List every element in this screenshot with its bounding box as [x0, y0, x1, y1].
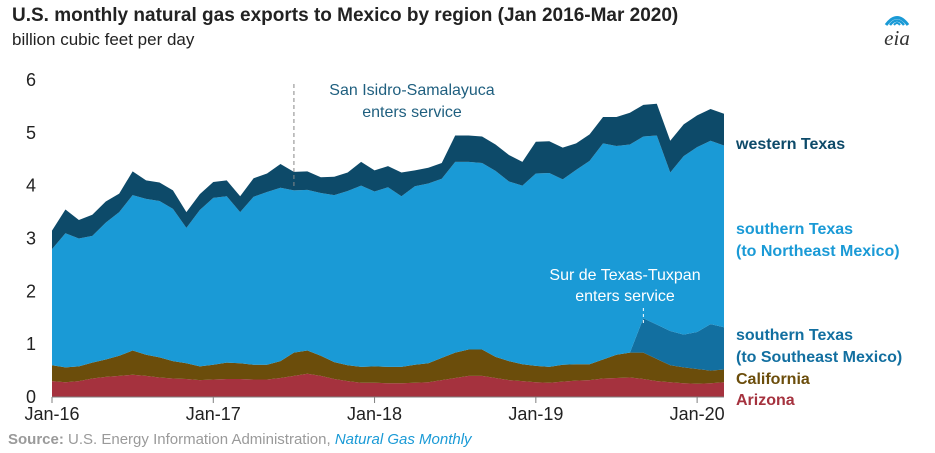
- annotation-samalayuca: enters service: [362, 104, 462, 121]
- source-label: Source:: [8, 431, 64, 448]
- x-tick-label: Jan-19: [508, 404, 563, 424]
- area-california: [52, 349, 724, 384]
- chart-title: U.S. monthly natural gas exports to Mexi…: [12, 5, 679, 26]
- series-label-california: California: [736, 371, 810, 388]
- annotations: San Isidro-Samalayuca enters service Sur d…: [293, 82, 701, 324]
- axes: 0 1 2 3 4 5 6 Jan-16 Jan-17 Jan-18 Jan-19 Jan-20: [24, 70, 724, 424]
- source-publication-link[interactable]: Natural Gas Monthly: [334, 431, 472, 448]
- series-label-western_texas: western Texas: [735, 136, 845, 153]
- area-ne_mexico: [52, 135, 724, 368]
- y-tick-label: 1: [26, 334, 36, 354]
- source-note: Source: U.S. Energy Information Administ…: [8, 431, 472, 448]
- series-label-se_mexico: southern Texas: [736, 327, 853, 344]
- y-tick-label: 5: [26, 123, 36, 143]
- area-layers: [52, 103, 724, 397]
- eia-logo-text: eia: [884, 26, 910, 50]
- y-tick-label: 6: [26, 70, 36, 90]
- x-tick-label: Jan-17: [186, 404, 241, 424]
- y-tick-label: 3: [26, 229, 36, 249]
- area-western_texas: [52, 103, 724, 250]
- y-tick-label: 2: [26, 281, 36, 301]
- series-label-se_mexico: (to Southeast Mexico): [736, 349, 902, 366]
- chart-subtitle: billion cubic feet per day: [12, 30, 195, 49]
- series-label-ne_mexico: southern Texas: [736, 221, 853, 238]
- x-tick-label: Jan-18: [347, 404, 402, 424]
- annotation-tuxpan: enters service: [575, 288, 675, 305]
- x-tick-label: Jan-16: [24, 404, 79, 424]
- annotation-tuxpan: Sur de Texas-Tuxpan: [549, 267, 700, 284]
- x-tick-label: Jan-20: [670, 404, 725, 424]
- series-label-ne_mexico: (to Northeast Mexico): [736, 243, 900, 260]
- series-label-arizona: Arizona: [736, 392, 795, 409]
- annotation-samalayuca: San Isidro-Samalayuca: [329, 82, 495, 99]
- series-labels: western Texas southern Texas (to Northeast…: [735, 136, 902, 409]
- area-arizona: [52, 373, 724, 397]
- source-text: U.S. Energy Information Administration,: [68, 431, 331, 448]
- y-tick-label: 4: [26, 176, 36, 196]
- eia-logo-icon: eia: [884, 16, 910, 50]
- y-tick-label: 0: [26, 387, 36, 407]
